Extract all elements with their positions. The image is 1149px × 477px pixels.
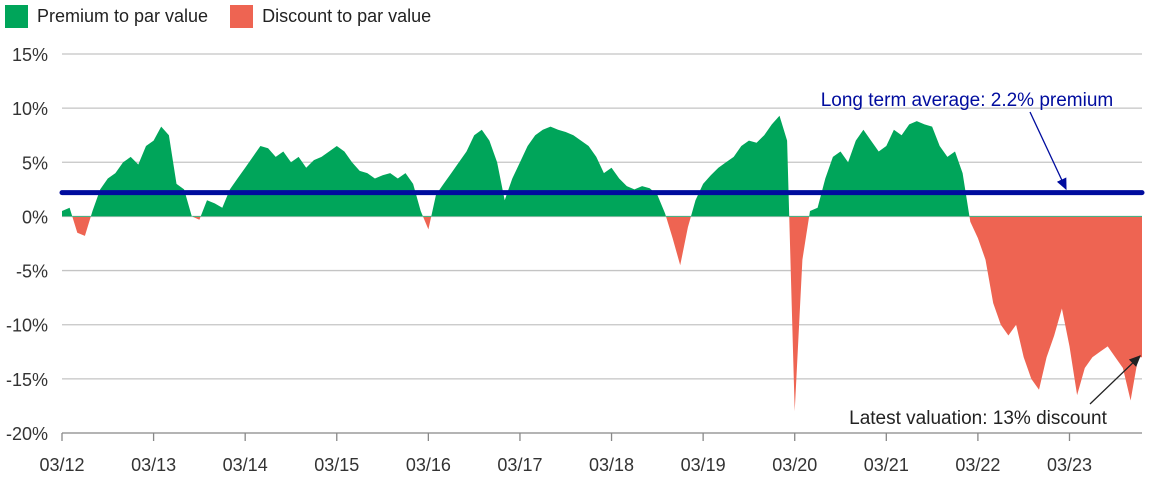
- y-tick-label: -10%: [6, 316, 48, 336]
- x-tick-label: 03/23: [1047, 455, 1092, 475]
- legend: Premium to par value Discount to par val…: [5, 5, 453, 28]
- x-tick-label: 03/16: [406, 455, 451, 475]
- average-arrow: [1029, 111, 1067, 191]
- x-tick-label: 03/12: [39, 455, 84, 475]
- y-tick-label: 15%: [12, 45, 48, 65]
- legend-item-discount: Discount to par value: [230, 5, 431, 28]
- x-tick-label: 03/21: [864, 455, 909, 475]
- x-tick-label: 03/18: [589, 455, 634, 475]
- y-tick-label: -20%: [6, 424, 48, 444]
- y-tick-label: 5%: [22, 153, 48, 173]
- latest-label: Latest valuation: 13% discount: [849, 408, 1107, 429]
- x-tick-label: 03/14: [223, 455, 268, 475]
- x-tick-label: 03/20: [772, 455, 817, 475]
- discount-area: [72, 217, 1142, 412]
- premium-area: [62, 115, 1142, 217]
- x-tick-label: 03/22: [955, 455, 1000, 475]
- x-tick-label: 03/13: [131, 455, 176, 475]
- latest-arrow: [1089, 355, 1141, 405]
- legend-label-discount: Discount to par value: [262, 6, 432, 26]
- legend-swatch-premium: [5, 5, 28, 28]
- y-tick-label: -15%: [6, 370, 48, 390]
- x-tick-label: 03/15: [314, 455, 359, 475]
- average-label: Long term average: 2.2% premium: [821, 90, 1114, 111]
- y-tick-label: 0%: [22, 207, 48, 227]
- legend-item-premium: Premium to par value: [5, 5, 208, 28]
- legend-swatch-discount: [230, 5, 254, 28]
- x-axis: 03/12 03/13 03/14 03/15 03/16 03/17 03/18 03/19…: [39, 433, 1092, 475]
- y-axis: 15% 10% 5% 0% -5% -10% -15% -20%: [6, 45, 48, 444]
- x-tick-label: 03/17: [497, 455, 542, 475]
- legend-label-premium: Premium to par value: [37, 6, 209, 26]
- y-tick-label: -5%: [16, 262, 48, 282]
- y-tick-label: 10%: [12, 99, 48, 119]
- areas: [62, 115, 1142, 412]
- x-tick-label: 03/19: [681, 455, 726, 475]
